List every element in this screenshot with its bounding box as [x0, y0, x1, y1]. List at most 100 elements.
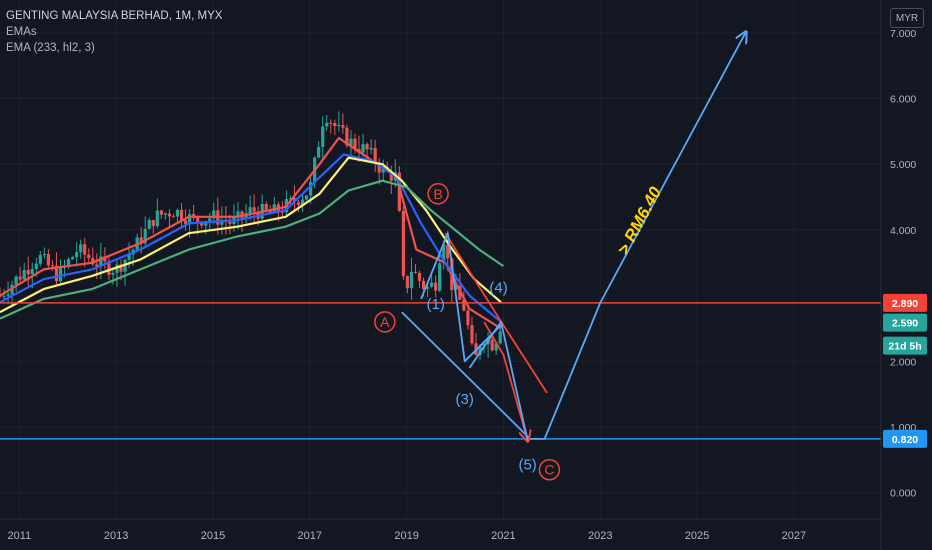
candle-body — [179, 209, 184, 221]
y-tick-label: 0.000 — [890, 488, 916, 500]
wave-line — [483, 321, 527, 440]
candle-body — [288, 198, 293, 200]
candle-body — [381, 167, 385, 173]
wave-lines[interactable] — [401, 33, 746, 441]
x-tick-label: 2027 — [782, 530, 806, 542]
currency-badge[interactable]: MYR — [890, 8, 924, 28]
candle-body — [317, 146, 321, 158]
y-tick-label: 4.000 — [890, 225, 916, 237]
wave-circle — [538, 458, 561, 481]
candle-body — [115, 264, 119, 273]
candle-body — [95, 264, 99, 267]
candle-body — [50, 265, 55, 267]
price-label-text: 2.890 — [892, 298, 918, 310]
grid-lines — [0, 0, 881, 519]
candle-body — [2, 295, 6, 297]
candle-body — [54, 265, 59, 282]
candle-body — [389, 171, 393, 181]
wave-label: (5) — [518, 457, 536, 474]
candle-body — [490, 339, 494, 351]
candle-body — [26, 270, 30, 275]
price-labels: 2.890 2.590 21d 5h 0.820 — [883, 293, 927, 448]
candle-body — [127, 254, 131, 260]
candle-body — [111, 272, 115, 275]
x-tick-label: 2013 — [104, 530, 128, 542]
wave-label: (3) — [456, 391, 474, 408]
candle-body — [304, 195, 309, 200]
candle-body — [397, 172, 401, 211]
candle-body — [252, 207, 256, 212]
candle-body — [228, 221, 232, 224]
candle-body — [175, 209, 180, 217]
price-label-box — [883, 336, 927, 355]
candle-body — [75, 252, 79, 258]
candle-body — [6, 294, 10, 296]
candle-body — [83, 244, 87, 255]
candle-body — [58, 266, 63, 282]
candle-body — [248, 207, 252, 214]
candle-body — [159, 210, 163, 215]
x-tick-label: 2017 — [298, 530, 322, 542]
candle-body — [333, 122, 337, 127]
candle-body — [341, 125, 345, 128]
wave-circle — [374, 311, 396, 333]
candle-body — [171, 216, 176, 218]
candle-body — [373, 147, 377, 164]
wave-circle — [427, 183, 449, 205]
candle-body — [46, 253, 51, 266]
candles — [0, 111, 502, 360]
candle-body — [280, 211, 284, 213]
candle-body — [139, 237, 143, 244]
candle-body — [466, 310, 470, 326]
candle-body — [99, 256, 103, 267]
candle-body — [14, 276, 18, 285]
candle-body — [87, 254, 91, 259]
wave-line — [468, 320, 529, 441]
wave-label: A — [380, 314, 390, 330]
ema-line — [0, 136, 502, 330]
candle-body — [264, 203, 268, 210]
time-axis[interactable]: 2011 2013 2015 2017 2019 2021 2023 2025 2027 — [8, 530, 807, 542]
x-tick-label: 2011 — [8, 530, 32, 542]
candle-body — [208, 218, 212, 222]
ema-line — [0, 179, 505, 320]
candle-body — [337, 125, 341, 127]
price-label-text: 2.590 — [892, 318, 918, 330]
candle-body — [30, 269, 34, 275]
y-tick-label: 6.000 — [890, 94, 916, 106]
candle-body — [38, 255, 42, 264]
candle-body — [417, 272, 422, 281]
candle-body — [163, 213, 167, 215]
indicator-label[interactable]: EMA (233, hl2, 3) — [6, 42, 95, 54]
x-tick-label: 2019 — [394, 530, 418, 542]
x-tick-label: 2015 — [201, 530, 225, 542]
x-tick-label: 2023 — [588, 530, 612, 542]
candle-body — [405, 276, 410, 289]
candle-body — [212, 210, 216, 219]
candle-body — [151, 219, 155, 227]
price-label-box — [883, 429, 927, 448]
candle-body — [79, 244, 83, 253]
horizontal-lines[interactable] — [0, 302, 881, 440]
candle-body — [478, 345, 482, 356]
wave-line — [401, 33, 746, 440]
candle-body — [470, 325, 474, 344]
candle-body — [345, 127, 349, 146]
candle-body — [353, 138, 357, 149]
candle-body — [66, 259, 71, 266]
symbol-title[interactable]: GENTING MALAYSIA BERHAD, 1M, MYX — [6, 10, 223, 22]
candle-body — [329, 122, 333, 124]
candle-body — [107, 261, 111, 275]
price-label-text: 21d 5h — [888, 341, 921, 353]
candle-body — [167, 213, 172, 217]
x-tick-label: 2021 — [491, 530, 515, 542]
candle-body — [442, 244, 446, 264]
candle-body — [446, 244, 450, 259]
indicator-group-label[interactable]: EMAs — [6, 26, 37, 38]
candle-body — [430, 282, 434, 287]
wave-label: (4) — [489, 279, 507, 296]
ema-line — [0, 153, 502, 323]
